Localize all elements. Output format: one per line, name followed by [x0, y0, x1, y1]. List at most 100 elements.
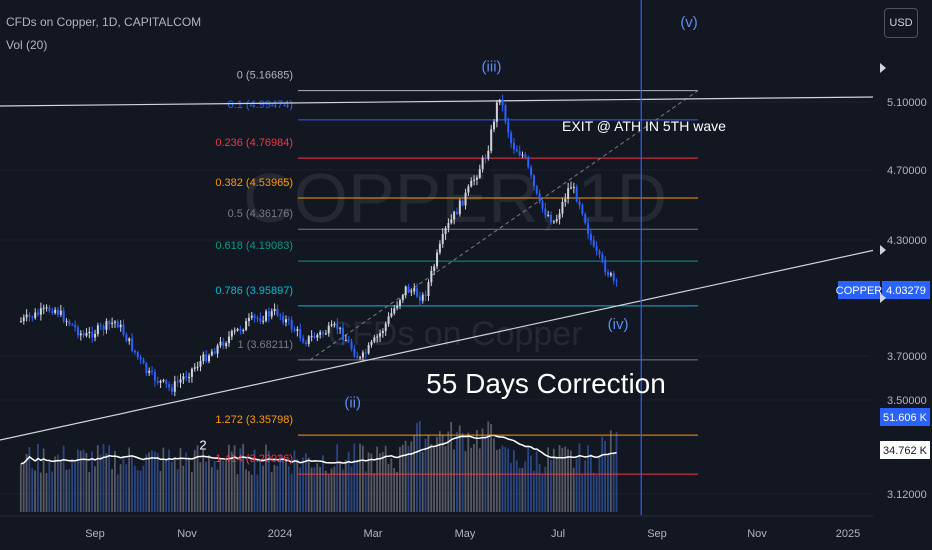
candle-body: [128, 338, 131, 342]
candle-body: [94, 333, 97, 338]
candle-body: [287, 319, 290, 321]
candle-body: [37, 312, 40, 315]
volume-bar: [418, 421, 421, 512]
volume-bar: [512, 449, 515, 512]
volume-bar: [91, 451, 93, 512]
volume-bar: [336, 444, 339, 512]
volume-bar: [510, 462, 512, 512]
volume-bar: [208, 455, 210, 512]
candle-body: [188, 376, 191, 378]
volume-bar: [612, 453, 615, 512]
volume-bar: [518, 467, 521, 512]
volume-bar: [381, 451, 384, 512]
volume-bar: [421, 451, 424, 512]
correction-annotation: 55 Days Correction: [426, 368, 666, 399]
y-tick-label: 4.30000: [887, 235, 927, 247]
candle-body: [227, 336, 230, 344]
candle-body: [185, 376, 188, 378]
volume-bar: [361, 445, 364, 512]
currency-button[interactable]: USD: [884, 8, 918, 38]
candle-body: [302, 338, 305, 343]
volume-bar: [68, 469, 71, 512]
candle-body: [156, 380, 159, 383]
candle-body: [421, 294, 424, 301]
volume-bar: [156, 452, 159, 512]
candle-body: [162, 380, 165, 382]
candle-body: [359, 357, 362, 359]
x-tick-label: Sep: [647, 528, 667, 540]
volume-bar: [398, 447, 401, 512]
candle-body: [458, 200, 461, 215]
candle-body: [532, 175, 535, 187]
volume-bar: [56, 454, 59, 512]
volume-bar: [507, 448, 510, 512]
volume-bar: [521, 467, 524, 512]
candle-body: [236, 328, 239, 331]
candle-body: [512, 143, 515, 150]
candle-body: [148, 370, 151, 373]
candle-body: [481, 158, 484, 170]
volume-bar: [564, 446, 567, 512]
candle-body: [524, 154, 527, 158]
candle-body: [418, 296, 421, 301]
candle-body: [259, 318, 262, 322]
candle-body: [168, 384, 171, 388]
volume-bar: [615, 432, 618, 512]
candle-body: [153, 371, 156, 381]
wave-label: (iii): [482, 58, 502, 75]
candle-body: [222, 341, 225, 347]
candle-body: [284, 319, 287, 323]
support-trendline: [0, 249, 876, 441]
volume-bar: [458, 425, 461, 512]
candle-body: [176, 381, 179, 383]
candle-body: [478, 169, 481, 178]
candle-body: [604, 259, 607, 273]
volume-bar: [450, 421, 453, 512]
volume-bar: [256, 474, 259, 512]
volume-bar: [433, 447, 435, 512]
volume-bar: [444, 446, 447, 512]
scroll-right-icon[interactable]: [880, 63, 886, 73]
volume-bar: [136, 470, 139, 512]
volume-indicator-label[interactable]: Vol (20): [6, 38, 48, 52]
candle-body: [225, 343, 228, 347]
candle-body: [256, 317, 259, 319]
volume-bar: [210, 467, 213, 512]
volume-bar: [168, 449, 170, 512]
candle-body: [544, 208, 547, 216]
wave-label: 2: [199, 437, 206, 452]
candle-body: [88, 331, 91, 333]
volume-bar: [598, 456, 601, 512]
candle-body: [79, 333, 82, 336]
volume-bar: [131, 456, 133, 512]
scroll-right-icon[interactable]: [880, 245, 886, 255]
candle-body: [441, 234, 444, 244]
candle-body: [296, 329, 299, 331]
candle-body: [31, 316, 34, 319]
candle-body: [487, 150, 490, 159]
candle-body: [450, 219, 453, 224]
volume-bar: [188, 457, 190, 512]
volume-bar: [145, 454, 148, 512]
volume-bar: [222, 461, 225, 512]
volume-bar: [71, 458, 74, 512]
candle-body: [347, 340, 350, 342]
candle-body: [353, 348, 356, 357]
y-tick-label: 3.70000: [887, 351, 927, 363]
volume-bar: [165, 458, 168, 512]
volume-bar: [307, 457, 310, 512]
volume-moving-average: [20, 434, 617, 465]
volume-bar: [475, 429, 478, 512]
x-tick-label: Nov: [177, 528, 197, 540]
candle-body: [424, 294, 427, 296]
candle-body: [495, 102, 498, 122]
candle-body: [370, 341, 373, 346]
volume-bar: [176, 469, 179, 512]
candle-body: [612, 273, 615, 281]
volume-bar: [247, 471, 250, 512]
scroll-right-icon[interactable]: [880, 293, 886, 303]
volume-bar: [113, 450, 116, 512]
candle-body: [595, 246, 598, 252]
volume-bar: [253, 449, 256, 512]
